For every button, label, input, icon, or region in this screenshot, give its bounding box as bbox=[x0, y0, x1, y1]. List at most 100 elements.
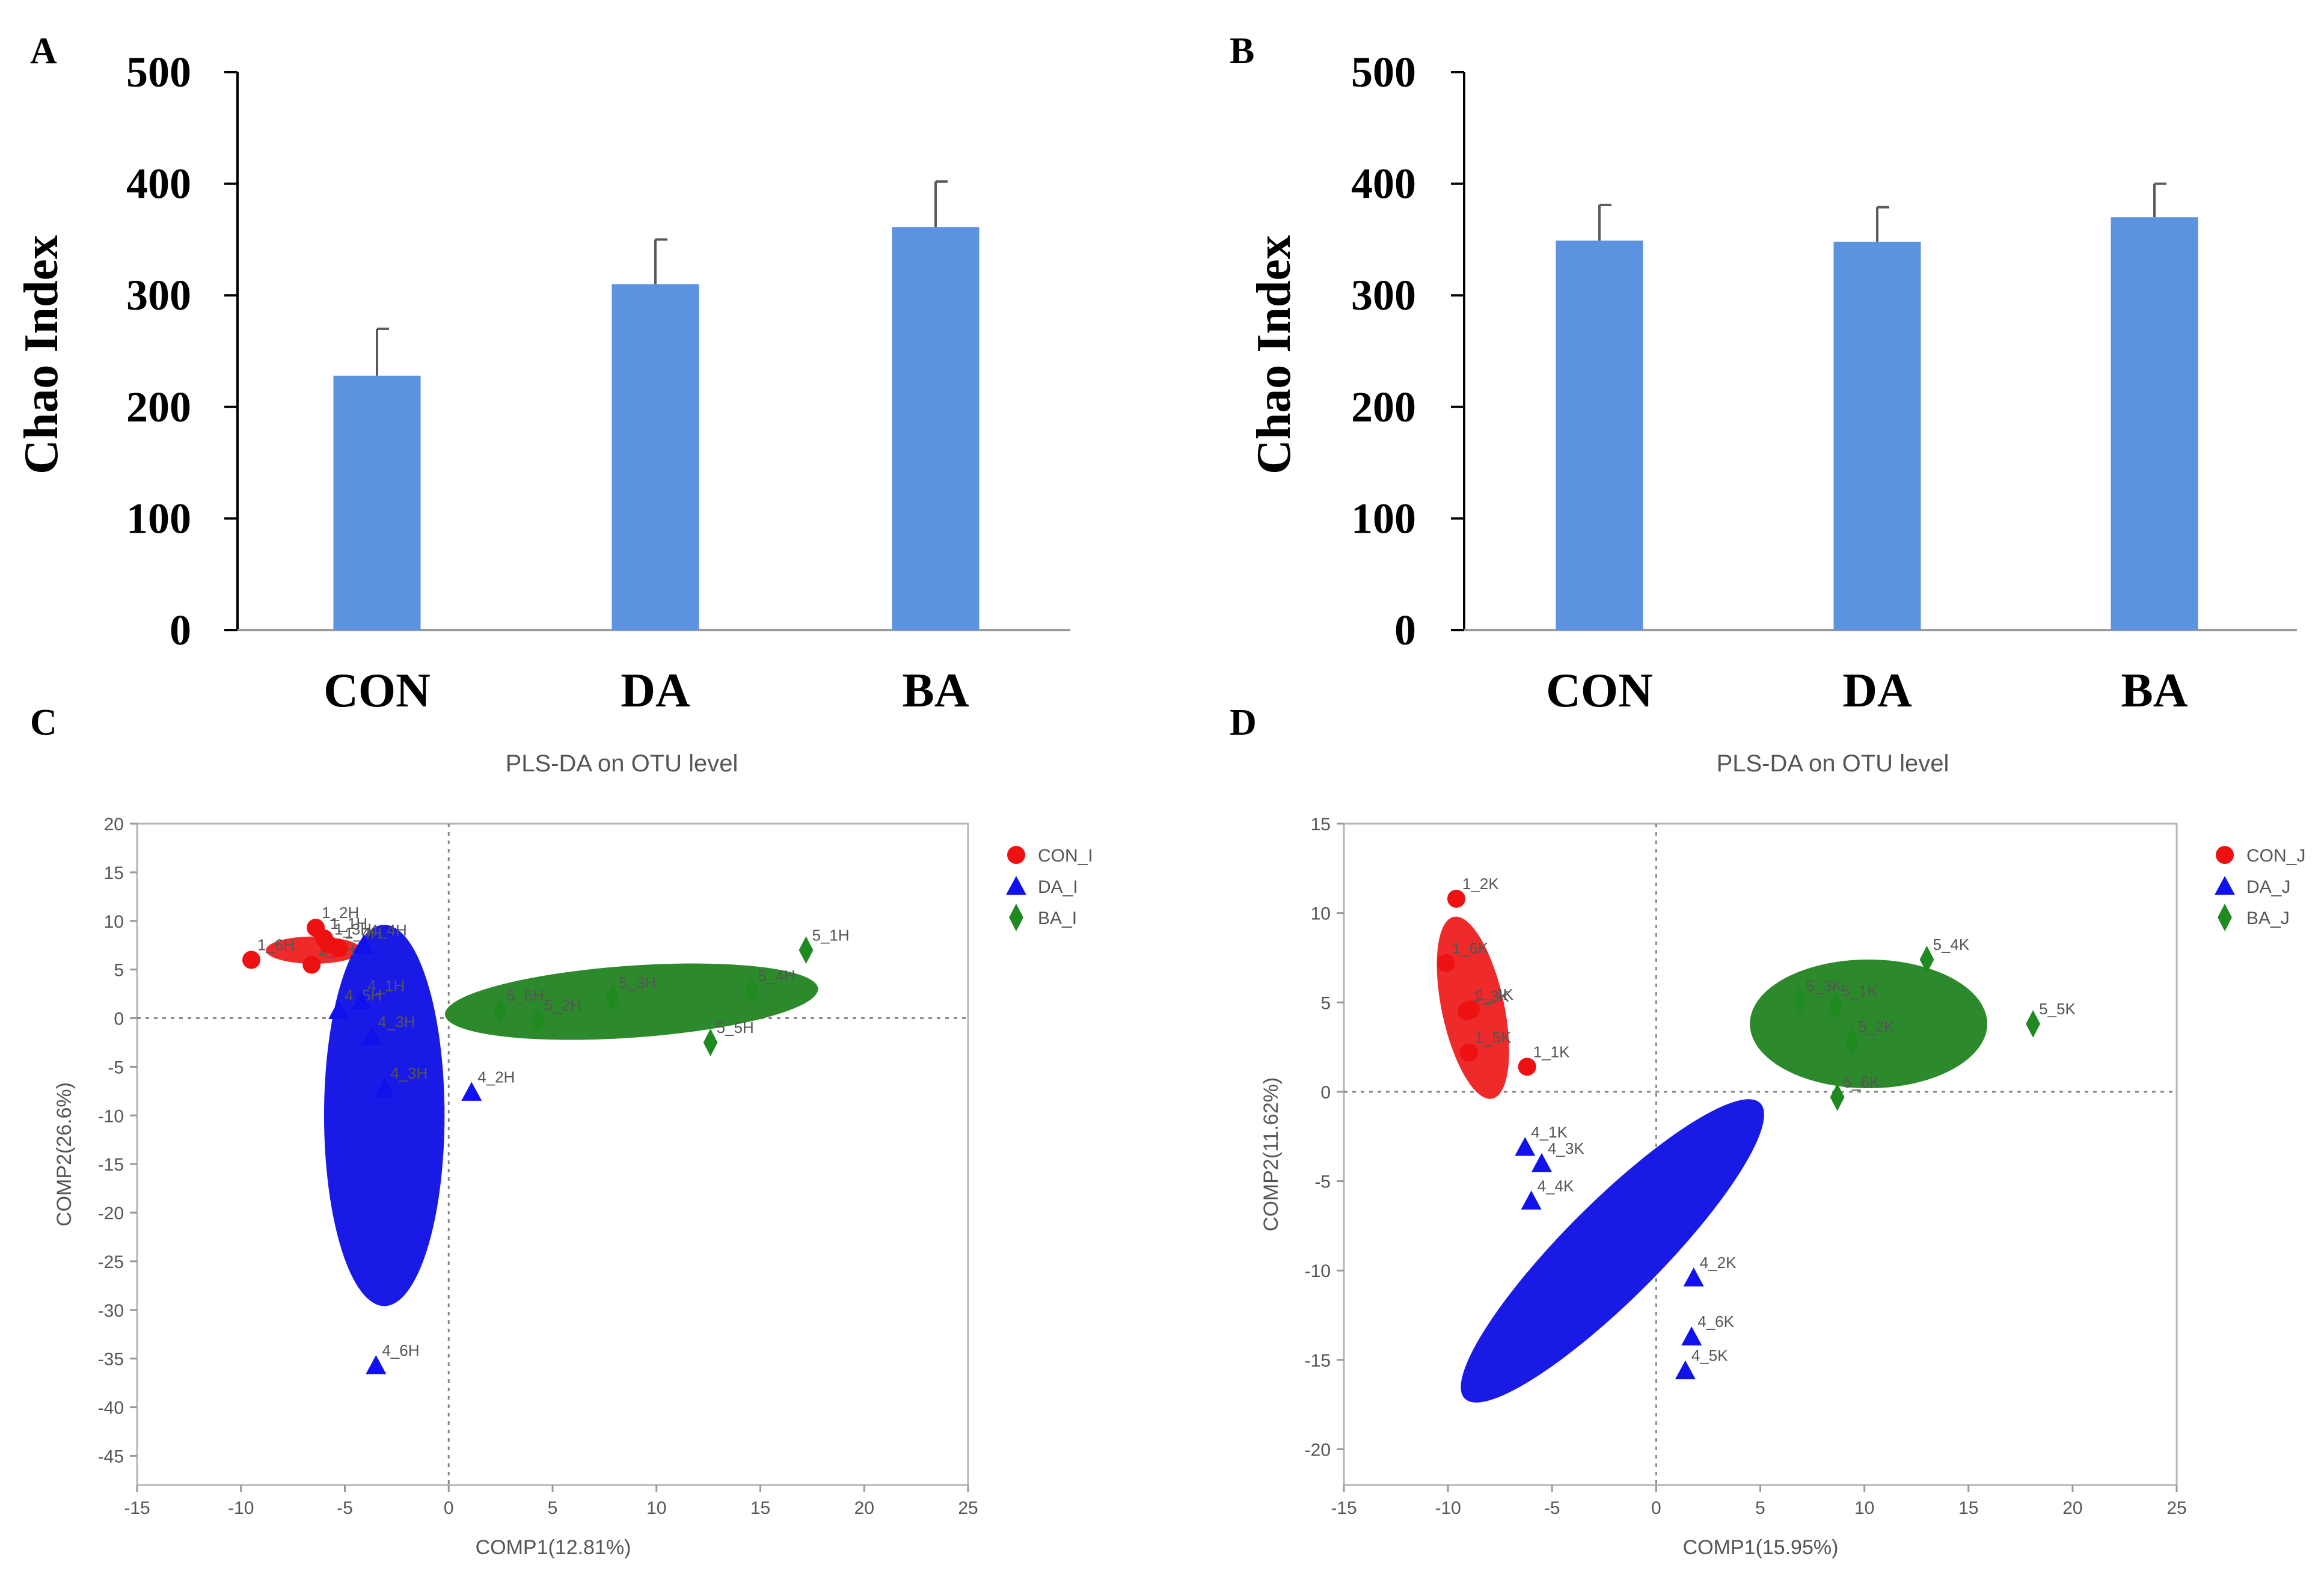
point-label: 4_3K bbox=[1548, 1139, 1584, 1157]
chart-title: PLS-DA on OTU level bbox=[1717, 750, 1949, 777]
point-label: 4_1H bbox=[367, 976, 405, 994]
confidence-ellipse-da bbox=[323, 925, 445, 1306]
point-label: 4_4K bbox=[1538, 1177, 1574, 1195]
y-tick-label: -10 bbox=[98, 1106, 124, 1126]
point-label: 5_3H bbox=[619, 974, 656, 992]
x-tick-label: 0 bbox=[1651, 1498, 1661, 1518]
bar-con bbox=[333, 375, 421, 630]
legend-label: CON_J bbox=[2246, 846, 2305, 866]
x-tick-label: -5 bbox=[337, 1498, 353, 1518]
legend-label: CON_I bbox=[1038, 846, 1093, 866]
point-label: 1_2H bbox=[322, 904, 359, 922]
point-label: 1_5K bbox=[1475, 1029, 1512, 1047]
y-tick-label: 20 bbox=[104, 815, 124, 834]
data-point bbox=[1919, 945, 1934, 973]
data-point bbox=[353, 935, 374, 954]
y-tick-label: 400 bbox=[126, 160, 191, 208]
data-point bbox=[361, 1026, 382, 1046]
point-label: 5_1H bbox=[812, 926, 850, 944]
data-point bbox=[1515, 1137, 1536, 1156]
y-tick-label: -10 bbox=[1305, 1261, 1331, 1281]
data-point bbox=[1828, 992, 1843, 1020]
y-tick-label: 100 bbox=[1351, 494, 1416, 542]
y-tick-label: -5 bbox=[1314, 1172, 1331, 1192]
y-tick-label: 10 bbox=[104, 912, 124, 932]
panel-letter: C bbox=[30, 702, 57, 743]
point-label: 1_6K bbox=[1452, 939, 1489, 957]
data-point bbox=[799, 936, 814, 964]
y-tick-label: 300 bbox=[1351, 271, 1416, 319]
panel-c-scatter-plot: C PLS-DA on OTU level -15 -10 -5 0 5 10 15 20 25 20… bbox=[30, 702, 1093, 1559]
x-category-label: BA bbox=[2121, 664, 2188, 717]
x-tick-label: 20 bbox=[2062, 1498, 2082, 1518]
legend-marker bbox=[2218, 904, 2232, 931]
data-point bbox=[606, 984, 621, 1012]
point-label: 4_5K bbox=[1691, 1347, 1728, 1365]
y-tick-label: 15 bbox=[1311, 815, 1331, 834]
point-label: 5_2H bbox=[544, 996, 581, 1014]
data-point bbox=[1792, 987, 1807, 1015]
x-tick-label: 10 bbox=[1854, 1498, 1874, 1518]
point-label: 1_6H bbox=[257, 936, 295, 954]
point-label: 5_1K bbox=[1841, 982, 1878, 1000]
point-label: 1_1K bbox=[1533, 1043, 1570, 1061]
data-point bbox=[1458, 1002, 1476, 1021]
y-tick-label: -45 bbox=[98, 1447, 124, 1466]
y-tick-label: 0 bbox=[1320, 1083, 1331, 1103]
data-point bbox=[1447, 889, 1465, 908]
data-point bbox=[374, 1078, 395, 1097]
legend-label: BA_J bbox=[2246, 908, 2290, 928]
legend-marker bbox=[2216, 846, 2234, 864]
point-label: 5_3K bbox=[1806, 976, 1842, 994]
data-point bbox=[1531, 1153, 1552, 1172]
y-tick-label: -15 bbox=[1305, 1351, 1331, 1371]
x-tick-label: 0 bbox=[444, 1498, 454, 1518]
point-label: 5_4K bbox=[1933, 936, 1970, 954]
y-tick-label: -15 bbox=[98, 1155, 124, 1175]
y-tick-label: 300 bbox=[126, 271, 191, 319]
x-category-label: DA bbox=[621, 664, 690, 717]
data-point bbox=[1436, 954, 1455, 972]
x-tick-label: -10 bbox=[228, 1498, 254, 1518]
x-axis-label: COMP1(12.81%) bbox=[476, 1536, 631, 1559]
data-point bbox=[461, 1082, 482, 1101]
y-tick-label: -40 bbox=[98, 1398, 124, 1418]
confidence-ellipse-da bbox=[1461, 1099, 1764, 1403]
x-category-label: DA bbox=[1842, 664, 1912, 717]
y-tick-label: 500 bbox=[1351, 48, 1416, 96]
point-label: 5_2K bbox=[1858, 1018, 1895, 1036]
data-point bbox=[314, 929, 333, 948]
point-label: 4_3H bbox=[390, 1064, 428, 1082]
point-label: 5_4H bbox=[758, 967, 796, 985]
point-label: 4_1K bbox=[1531, 1123, 1568, 1141]
panel-letter: D bbox=[1230, 702, 1257, 743]
y-axis-label: COMP2(11.62%) bbox=[1260, 1077, 1283, 1231]
y-tick-label: -5 bbox=[108, 1058, 124, 1077]
bar-ba bbox=[892, 227, 980, 630]
x-tick-label: 10 bbox=[646, 1498, 666, 1518]
legend-marker bbox=[1009, 904, 1023, 931]
x-category-label: BA bbox=[902, 664, 969, 717]
y-tick-label: 10 bbox=[1311, 904, 1331, 924]
x-axis-label: COMP1(15.95%) bbox=[1683, 1536, 1839, 1559]
data-point bbox=[2026, 1010, 2040, 1038]
y-tick-label: 0 bbox=[170, 606, 191, 654]
y-axis-label: COMP2(26.6%) bbox=[53, 1082, 76, 1226]
point-label: 4_6H bbox=[382, 1341, 419, 1359]
point-label: 4_3H bbox=[378, 1012, 415, 1030]
x-tick-label: -15 bbox=[1331, 1498, 1357, 1518]
y-tick-label: 5 bbox=[1320, 993, 1331, 1013]
x-tick-label: 5 bbox=[548, 1498, 558, 1518]
y-tick-label: -30 bbox=[98, 1301, 124, 1321]
x-category-label: CON bbox=[323, 664, 431, 717]
bar-da bbox=[612, 284, 699, 630]
x-tick-label: -5 bbox=[1544, 1498, 1560, 1518]
data-point bbox=[1830, 1083, 1845, 1111]
data-point bbox=[1521, 1190, 1542, 1210]
legend-marker bbox=[2215, 876, 2235, 895]
x-tick-label: -15 bbox=[124, 1498, 150, 1518]
confidence-ellipse-ba bbox=[1750, 959, 1987, 1089]
data-point bbox=[744, 977, 759, 1005]
y-axis-label: Chao Index bbox=[15, 235, 68, 474]
